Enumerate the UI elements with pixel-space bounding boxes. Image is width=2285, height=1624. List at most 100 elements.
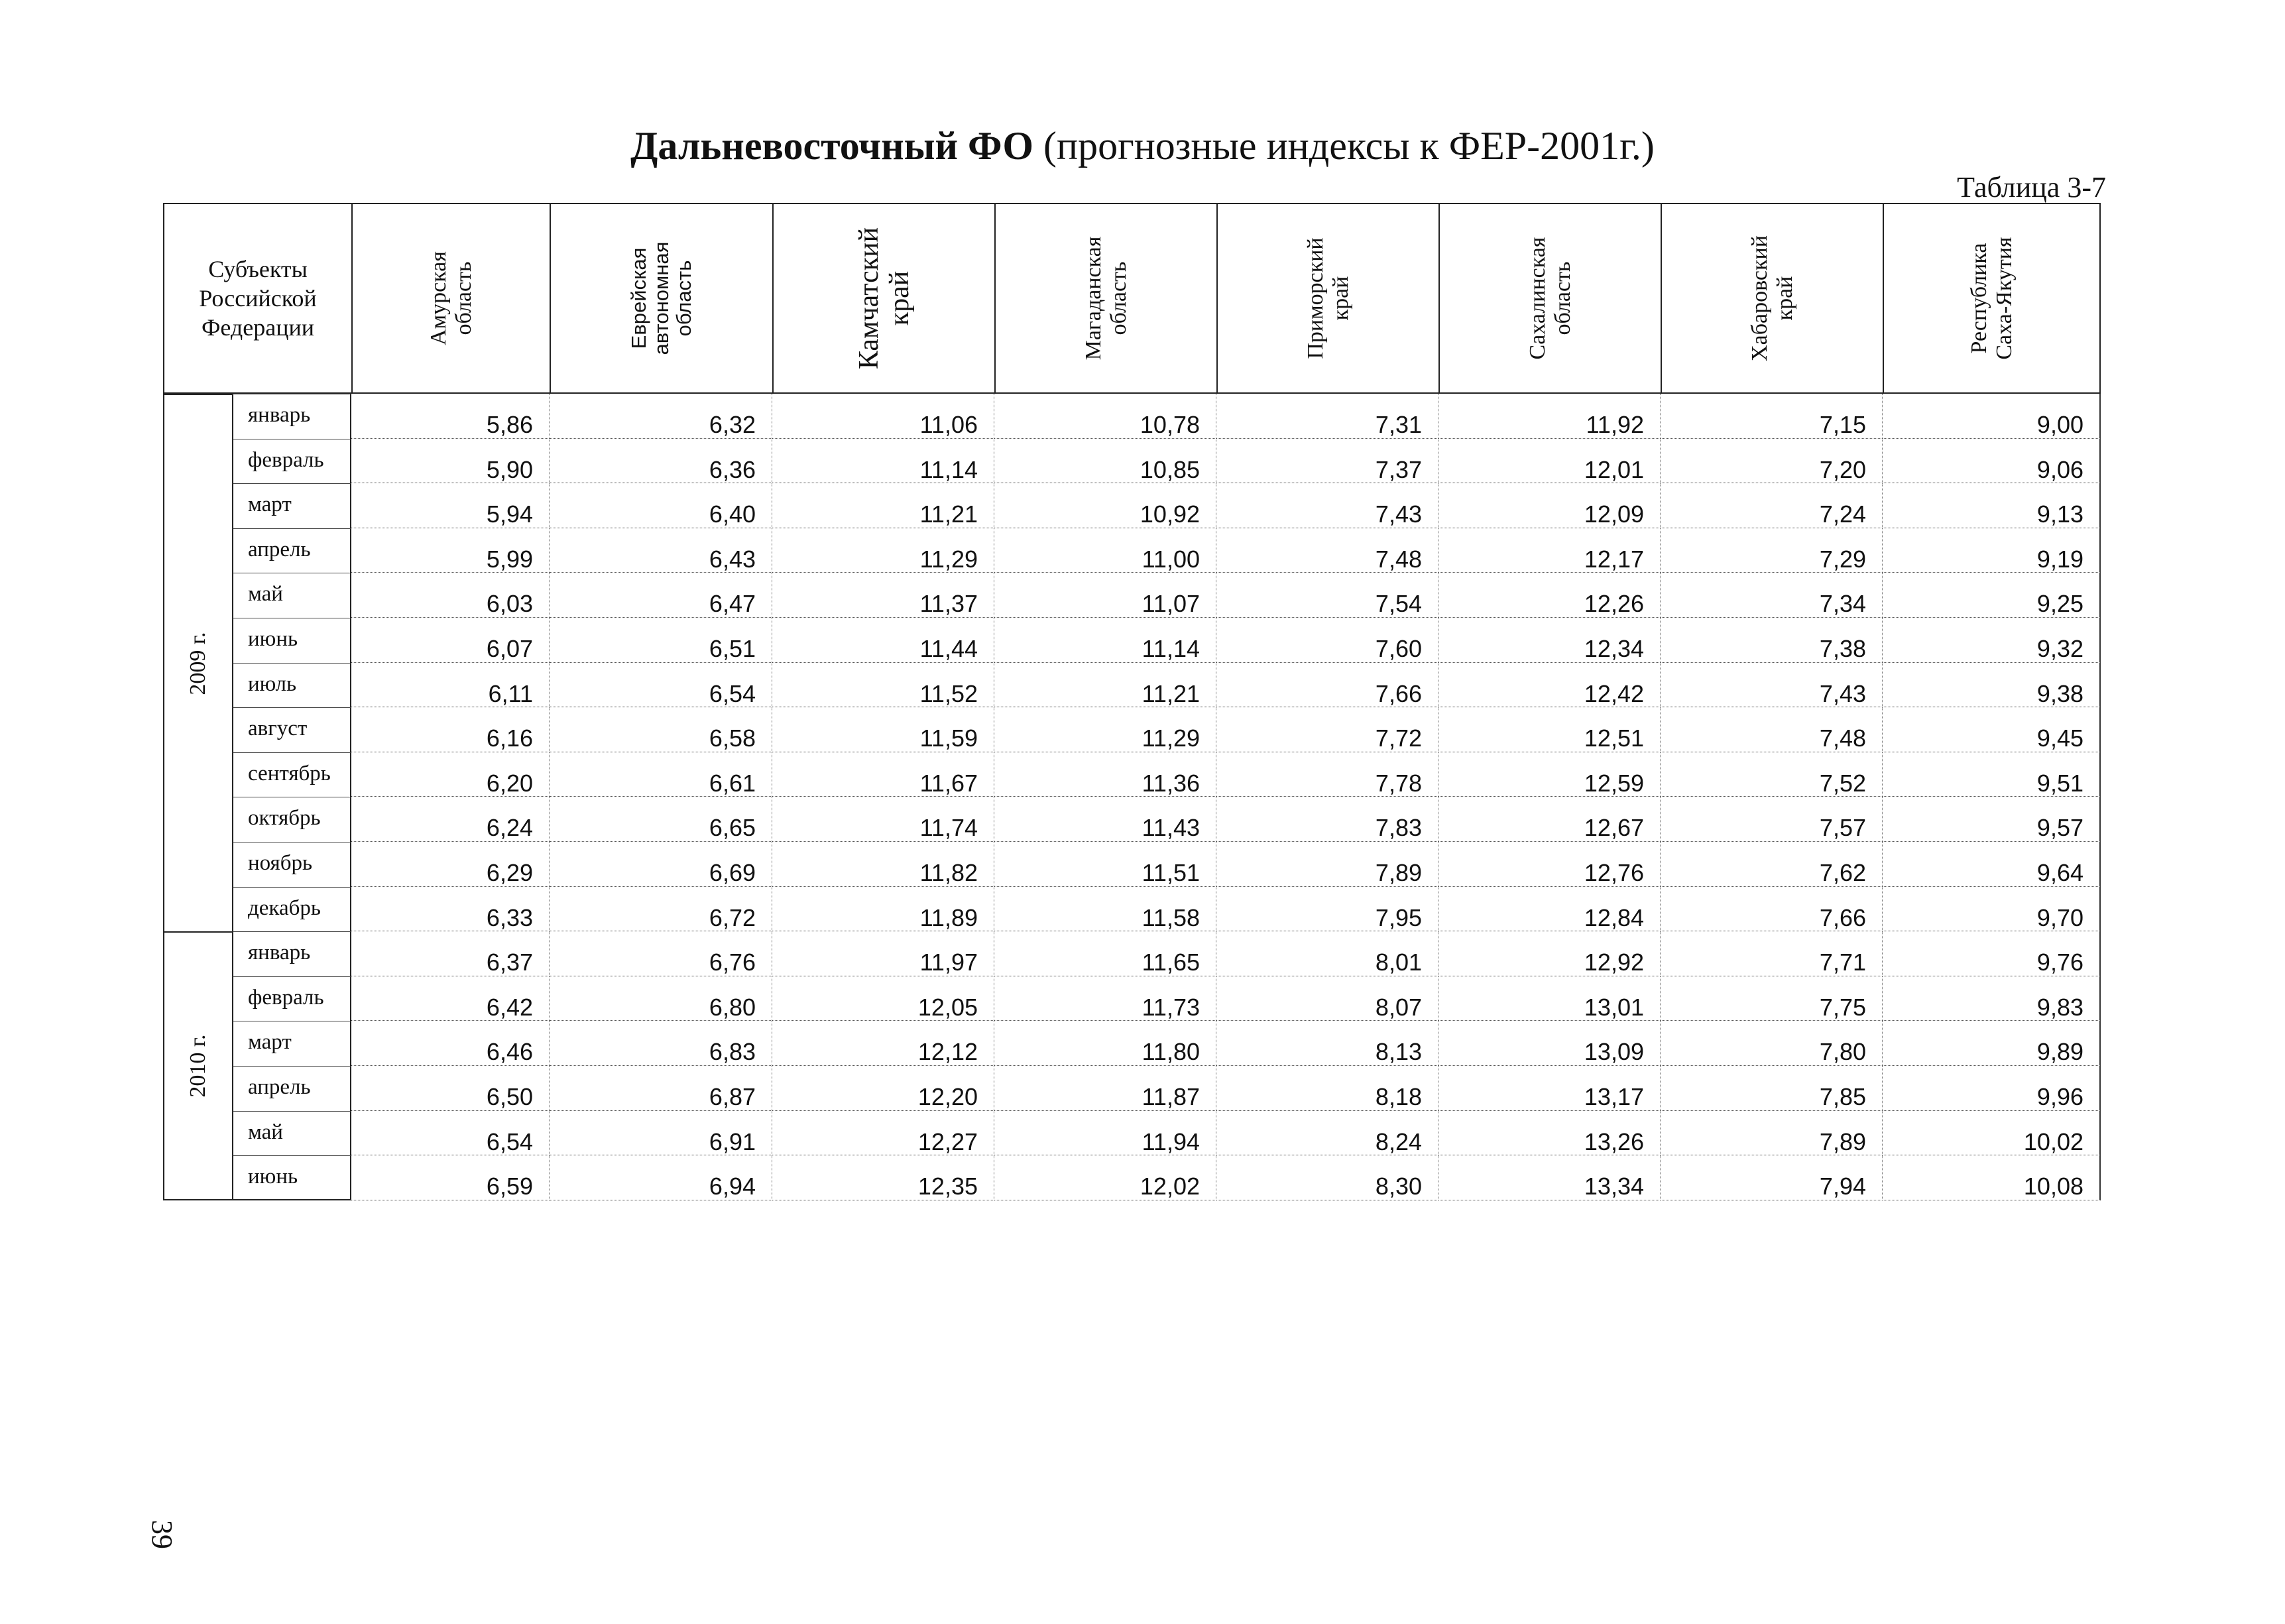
table-cell: 10,08 [1883, 1155, 2101, 1200]
table-cell: 7,31 [1216, 394, 1438, 439]
year-group: 2009 г. [163, 394, 232, 932]
table-cell: 6,07 [351, 618, 550, 663]
table-cell: 7,85 [1661, 1066, 1883, 1111]
corner-header-label: Субъекты Российской Федерации [199, 256, 317, 341]
table-cell: 9,13 [1883, 483, 2101, 528]
month-label: август [232, 707, 351, 752]
table-cell: 12,76 [1438, 842, 1661, 887]
table-cell: 9,83 [1883, 976, 2101, 1021]
table-cell: 12,34 [1438, 618, 1661, 663]
year-label: 2010 г. [186, 1034, 210, 1098]
month-label: февраль [232, 438, 351, 484]
table-cell: 11,97 [772, 931, 994, 976]
table-cell: 6,03 [351, 573, 550, 618]
table-cell: 9,96 [1883, 1066, 2101, 1111]
table-cell: 12,01 [1438, 438, 1661, 484]
table-cell: 11,37 [772, 573, 994, 618]
table-cell: 10,02 [1883, 1110, 2101, 1156]
month-label: январь [232, 394, 351, 439]
table-cell: 8,18 [1216, 1066, 1438, 1111]
table-cell: 12,20 [772, 1066, 994, 1111]
month-label: март [232, 483, 351, 528]
table-cell: 6,46 [351, 1021, 550, 1066]
table-cell: 10,78 [994, 394, 1216, 439]
table-cell: 10,85 [994, 438, 1216, 484]
table-cell: 11,51 [994, 842, 1216, 887]
table-cell: 5,86 [351, 394, 550, 439]
index-table: Субъекты Российской Федерации Амурская о… [163, 203, 2101, 1201]
table-cell: 11,06 [772, 394, 994, 439]
column-header-label: Хабаровский край [1747, 235, 1797, 361]
column-header: Республика Саха-Якутия [1883, 203, 2101, 394]
table-cell: 8,30 [1216, 1155, 1438, 1200]
table-cell: 11,92 [1438, 394, 1661, 439]
table-cell: 6,76 [550, 931, 772, 976]
table-cell: 9,00 [1883, 394, 2101, 439]
table-cell: 11,74 [772, 797, 994, 842]
table-cell: 6,54 [351, 1110, 550, 1156]
table-cell: 6,91 [550, 1110, 772, 1156]
table-cell: 13,09 [1438, 1021, 1661, 1066]
table-cell: 12,05 [772, 976, 994, 1021]
table-cell: 6,33 [351, 886, 550, 932]
table-cell: 11,14 [994, 618, 1216, 663]
page-title: Дальневосточный ФО (прогнозные индексы к… [0, 119, 2285, 172]
table-cell: 9,57 [1883, 797, 2101, 842]
column-header: Камчатский край [772, 203, 994, 394]
table-cell: 6,80 [550, 976, 772, 1021]
month-label: декабрь [232, 886, 351, 932]
page-number: 39 [146, 1520, 178, 1549]
table-cell: 7,83 [1216, 797, 1438, 842]
month-label: июнь [232, 1155, 351, 1200]
column-header: Сахалинская область [1438, 203, 1661, 394]
table-cell: 12,35 [772, 1155, 994, 1200]
table-cell: 7,52 [1661, 752, 1883, 797]
table-cell: 6,69 [550, 842, 772, 887]
table-cell: 11,59 [772, 707, 994, 752]
table-cell: 7,66 [1661, 886, 1883, 932]
table-cell: 11,36 [994, 752, 1216, 797]
table-cell: 7,37 [1216, 438, 1438, 484]
table-cell: 6,61 [550, 752, 772, 797]
table-cell: 7,24 [1661, 483, 1883, 528]
table-cell: 13,01 [1438, 976, 1661, 1021]
table-cell: 7,48 [1216, 528, 1438, 573]
month-label: май [232, 573, 351, 618]
table-cell: 6,29 [351, 842, 550, 887]
table-cell: 11,00 [994, 528, 1216, 573]
table-cell: 7,75 [1661, 976, 1883, 1021]
table-cell: 7,48 [1661, 707, 1883, 752]
table-cell: 11,89 [772, 886, 994, 932]
table-cell: 12,67 [1438, 797, 1661, 842]
table-cell: 7,78 [1216, 752, 1438, 797]
table-cell: 13,34 [1438, 1155, 1661, 1200]
table-cell: 11,94 [994, 1110, 1216, 1156]
table-cell: 9,45 [1883, 707, 2101, 752]
column-header: Хабаровский край [1661, 203, 1883, 394]
column-header-label: Амурская область [426, 251, 476, 345]
table-cell: 6,36 [550, 438, 772, 484]
table-cell: 7,94 [1661, 1155, 1883, 1200]
table-cell: 7,95 [1216, 886, 1438, 932]
table-cell: 7,57 [1661, 797, 1883, 842]
table-cell: 12,26 [1438, 573, 1661, 618]
corner-header: Субъекты Российской Федерации [163, 203, 351, 394]
table-cell: 13,17 [1438, 1066, 1661, 1111]
table-cell: 11,21 [994, 662, 1216, 708]
table-cell: 13,26 [1438, 1110, 1661, 1156]
year-label: 2009 г. [186, 632, 210, 695]
table-cell: 6,83 [550, 1021, 772, 1066]
table-cell: 6,43 [550, 528, 772, 573]
month-label: октябрь [232, 797, 351, 842]
table-cell: 9,32 [1883, 618, 2101, 663]
table-cell: 7,29 [1661, 528, 1883, 573]
table-cell: 6,58 [550, 707, 772, 752]
table-cell: 7,71 [1661, 931, 1883, 976]
table-cell: 6,37 [351, 931, 550, 976]
table-cell: 6,51 [550, 618, 772, 663]
month-label: март [232, 1021, 351, 1066]
table-cell: 11,14 [772, 438, 994, 484]
table-number: Таблица 3-7 [1957, 171, 2106, 203]
page-title-bold: Дальневосточный ФО [630, 124, 1033, 168]
table-cell: 6,20 [351, 752, 550, 797]
